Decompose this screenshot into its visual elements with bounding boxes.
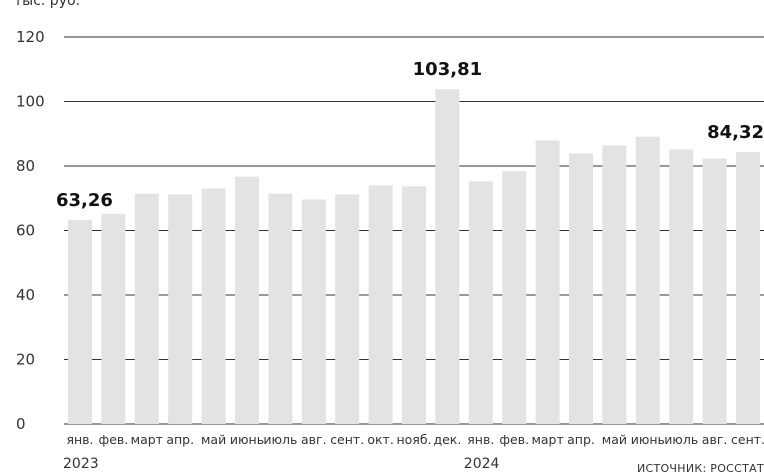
year-label: 2023 bbox=[63, 456, 99, 472]
bar bbox=[635, 136, 660, 424]
data-labels: 63,26 103,81 84,32 bbox=[56, 59, 764, 211]
bar bbox=[602, 145, 627, 425]
x-category-label: март bbox=[131, 432, 163, 447]
y-tick-label: 100 bbox=[16, 93, 45, 111]
bar bbox=[301, 199, 326, 424]
x-category-label: янв. bbox=[467, 432, 494, 447]
y-tick-label: 40 bbox=[16, 286, 35, 304]
x-category-label: апр. bbox=[567, 432, 595, 447]
bar bbox=[502, 171, 527, 424]
x-category-label: май bbox=[602, 432, 627, 447]
bar bbox=[569, 153, 593, 425]
bar bbox=[468, 181, 493, 424]
bar bbox=[101, 213, 126, 424]
data-label: 63,26 bbox=[56, 190, 113, 211]
x-category-label: нояб. bbox=[396, 432, 431, 447]
data-label: 84,32 bbox=[707, 122, 764, 143]
year-label: 2024 bbox=[464, 456, 500, 472]
bar bbox=[435, 89, 460, 424]
x-category-label: сент. bbox=[731, 432, 764, 447]
y-tick-label: 80 bbox=[16, 157, 35, 175]
x-category-label: авг. bbox=[702, 432, 728, 447]
y-tick-label: 60 bbox=[16, 222, 35, 240]
bar bbox=[268, 193, 293, 424]
x-category-label: июль bbox=[664, 432, 698, 447]
bar bbox=[736, 152, 760, 424]
bar bbox=[134, 193, 159, 424]
x-category-label: окт. bbox=[367, 432, 393, 447]
y-tick-label: 120 bbox=[16, 28, 45, 46]
bar bbox=[368, 185, 393, 424]
source-note: ИСТОЧНИК: РОССТАТ bbox=[637, 462, 764, 474]
x-axis-categories: янв. фев. март апр. май июнь июль авг. сент. окт.… bbox=[66, 432, 764, 447]
bar bbox=[535, 140, 560, 424]
bar bbox=[201, 188, 226, 424]
x-category-label: фев. bbox=[499, 432, 529, 447]
x-category-label: янв. bbox=[66, 432, 93, 447]
bar bbox=[235, 176, 259, 424]
x-category-label: июнь bbox=[230, 432, 264, 447]
bar bbox=[702, 158, 727, 424]
bar bbox=[335, 194, 360, 424]
bar bbox=[168, 194, 193, 424]
bar bbox=[68, 219, 92, 424]
x-category-label: июль bbox=[263, 432, 297, 447]
x-category-label: март bbox=[531, 432, 563, 447]
x-category-label: сент. bbox=[330, 432, 364, 447]
y-axis-ticks: 0 20 40 60 80 100 120 bbox=[16, 28, 45, 433]
x-category-label: дек. bbox=[433, 432, 461, 447]
bar bbox=[402, 186, 426, 424]
x-category-label: июнь bbox=[631, 432, 665, 447]
x-category-label: апр. bbox=[166, 432, 194, 447]
x-category-label: авг. bbox=[301, 432, 327, 447]
x-category-label: фев. bbox=[99, 432, 129, 447]
x-axis-years: 2023 2024 bbox=[63, 456, 500, 472]
x-category-label: май bbox=[201, 432, 226, 447]
bar bbox=[669, 149, 694, 425]
y-tick-label: 20 bbox=[16, 351, 35, 369]
bars bbox=[68, 89, 760, 425]
y-tick-label: 0 bbox=[16, 415, 26, 433]
chart-title: тыс. руб. bbox=[14, 0, 80, 9]
data-label: 103,81 bbox=[413, 59, 482, 80]
